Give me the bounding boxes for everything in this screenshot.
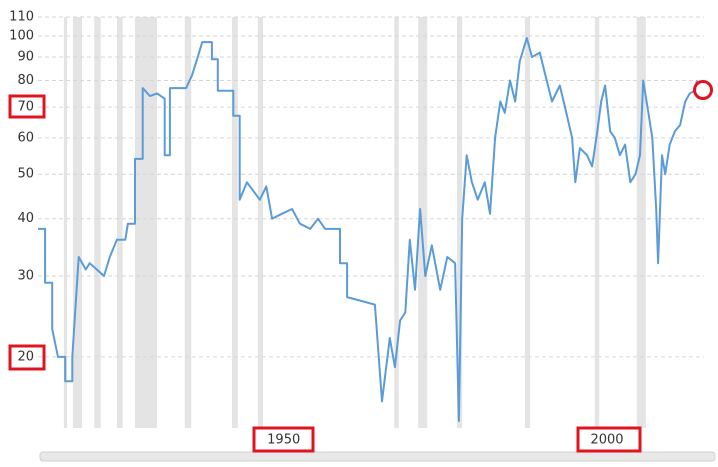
recession-band xyxy=(184,17,192,428)
y-tick-label: 80 xyxy=(17,73,34,88)
y-tick-label: 100 xyxy=(9,29,34,44)
recession-band xyxy=(231,17,238,428)
scrollbar xyxy=(39,451,716,462)
y-tick-label: 60 xyxy=(17,130,34,145)
highlight-box xyxy=(8,344,46,371)
highlight-circle xyxy=(693,80,713,100)
recession-band xyxy=(257,17,264,428)
x-tick-label: 1950 xyxy=(267,433,300,448)
recession-band xyxy=(116,17,123,428)
highlight-box xyxy=(8,94,46,119)
recession-shading xyxy=(63,17,646,428)
recession-band xyxy=(524,17,531,428)
recession-band xyxy=(63,17,68,428)
data-line xyxy=(38,37,698,422)
recession-band xyxy=(72,17,82,428)
recession-band xyxy=(394,17,399,428)
y-tick-label: 20 xyxy=(17,349,34,364)
y-tick-label: 50 xyxy=(17,167,34,182)
x-tick-label: 2000 xyxy=(590,433,623,448)
recession-band xyxy=(418,17,428,428)
highlights xyxy=(8,80,713,453)
recession-band xyxy=(94,17,101,428)
highlight-box xyxy=(252,426,315,453)
y-tick-label: 30 xyxy=(17,269,34,284)
y-tick-label: 70 xyxy=(17,100,34,115)
recession-band xyxy=(636,17,646,428)
y-tick-label: 90 xyxy=(17,50,34,65)
highlight-box xyxy=(576,426,642,453)
y-tick-label: 40 xyxy=(17,211,34,226)
recession-band xyxy=(456,17,463,428)
grid xyxy=(38,16,704,358)
recession-band xyxy=(134,17,157,428)
y-tick-label: 110 xyxy=(9,10,34,25)
plot xyxy=(38,37,698,422)
recession-band xyxy=(594,17,600,428)
axis-labels: 20 30 40 50 60 70 80 90 100 110 1950 2000 xyxy=(9,10,623,448)
